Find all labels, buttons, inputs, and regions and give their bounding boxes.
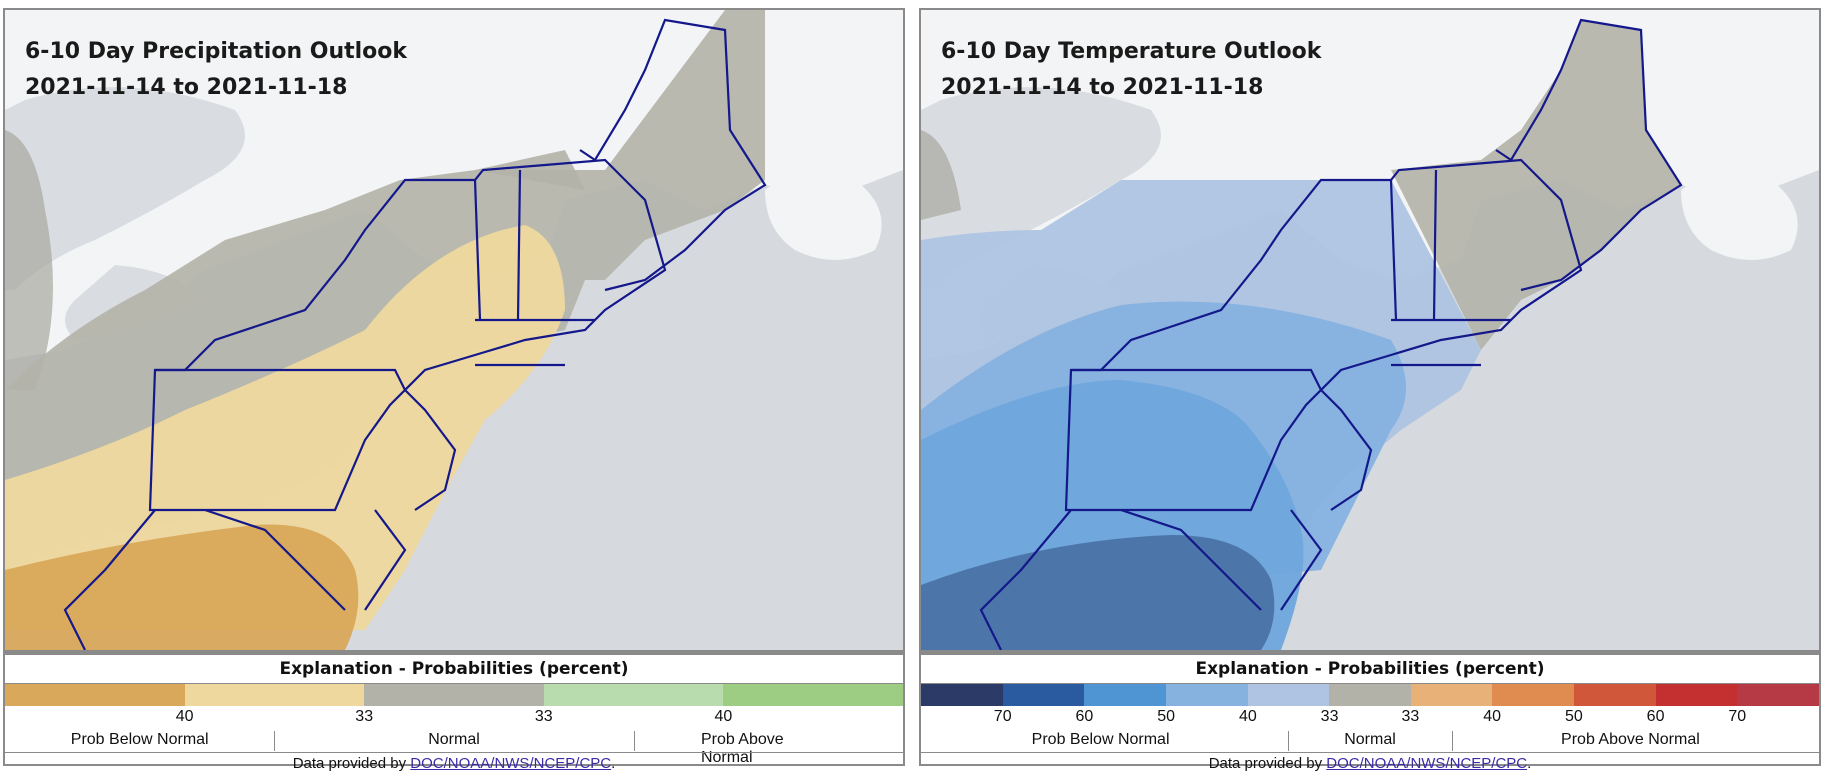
legend-divider: [633, 731, 635, 751]
legend-title: Explanation - Probabilities (percent): [5, 655, 903, 684]
normal-region-west: [921, 130, 961, 220]
precipitation-legend: Explanation - Probabilities (percent) 40…: [5, 655, 903, 772]
legend-category-above: Prob Above Normal: [1561, 731, 1700, 748]
legend-category-above: Prob Above Normal: [700, 731, 784, 766]
legend-divider: [1451, 731, 1453, 751]
legend-swatch: [723, 684, 903, 706]
legend-swatch: [5, 684, 185, 706]
temperature-outlook-panel: 6-10 Day Temperature Outlook 2021-11-14 …: [919, 8, 1821, 772]
below-33-region: [5, 225, 565, 630]
legend-category-below: Prob Below Normal: [70, 731, 209, 748]
precipitation-map: [5, 10, 903, 650]
legend-swatch: [1574, 684, 1656, 706]
legend-swatch: [1329, 684, 1411, 706]
credit-suffix: .: [611, 755, 616, 772]
legend-tick: 60: [1646, 708, 1665, 725]
legend-tick: 40: [714, 708, 733, 725]
legend-tick: 33: [1320, 708, 1339, 725]
data-credit: Data provided by DOC/NOAA/NWS/NCEP/CPC.: [5, 752, 903, 775]
outlook-date-range: 2021-11-14 to 2021-11-18: [941, 75, 1264, 100]
legend-tick: 70: [1728, 708, 1747, 725]
legend-swatch: [1002, 684, 1085, 706]
legend-color-bar: [5, 684, 903, 706]
legend-tick: 70: [993, 708, 1012, 725]
precipitation-map-svg: [5, 10, 903, 650]
legend-category-below: Prob Below Normal: [1031, 731, 1170, 748]
temperature-map-svg: [921, 10, 1819, 650]
legend-title: Explanation - Probabilities (percent): [921, 655, 1819, 684]
legend-divider: [274, 731, 276, 751]
legend-divider: [1288, 731, 1290, 751]
below-60-region: [921, 535, 1275, 650]
legend-color-bar: [921, 684, 1820, 706]
credit-prefix: Data provided by: [1208, 755, 1327, 772]
legend-swatch: [543, 684, 724, 706]
legend-category-normal: Normal: [1344, 731, 1396, 748]
legend-tick: 33: [355, 708, 374, 725]
legend-swatch: [364, 684, 544, 706]
legend-categories: Prob Below Normal Normal Prob Above Norm…: [5, 731, 903, 766]
legend-tick: 40: [1483, 708, 1502, 725]
state-borders: [63, 18, 767, 650]
legend-swatch: [1247, 684, 1330, 706]
land-nova-scotia: [765, 172, 882, 260]
legend-swatch: [1492, 684, 1575, 706]
legend-tick: 50: [1157, 708, 1176, 725]
legend-separator: [5, 650, 903, 655]
legend-swatch: [184, 684, 365, 706]
legend-swatch: [1737, 684, 1820, 706]
legend-categories: Prob Below Normal Normal Prob Above Norm…: [921, 731, 1819, 751]
legend-tick: 33: [534, 708, 553, 725]
normal-region-west: [5, 130, 53, 390]
legend-swatch: [1655, 684, 1738, 706]
legend-tick: 33: [1401, 708, 1420, 725]
normal-region-maine: [475, 10, 765, 280]
legend-swatch: [1084, 684, 1166, 706]
credit-link[interactable]: DOC/NOAA/NWS/NCEP/CPC: [410, 755, 612, 772]
legend-separator: [921, 650, 1819, 655]
legend-category-normal: Normal: [428, 731, 480, 748]
legend-swatch: [921, 684, 1003, 706]
temperature-map: [921, 10, 1819, 650]
legend-ticks: 40 33 33 40: [5, 708, 903, 730]
outlook-title: 6-10 Day Precipitation Outlook: [25, 39, 408, 64]
credit-suffix: .: [1527, 755, 1532, 772]
legend-ticks: 70 60 50 40 33 33 40 50 60 70: [921, 708, 1819, 730]
land-nova-scotia: [1681, 172, 1798, 260]
precipitation-outlook-panel: 6-10 Day Precipitation Outlook 2021-11-1…: [3, 8, 905, 772]
normal-region-maine: [1391, 20, 1681, 350]
legend-tick: 40: [1238, 708, 1257, 725]
legend-tick: 60: [1075, 708, 1094, 725]
credit-link[interactable]: DOC/NOAA/NWS/NCEP/CPC: [1326, 755, 1528, 772]
state-borders: [979, 18, 1683, 650]
legend-tick: 50: [1564, 708, 1583, 725]
map-title: 6-10 Day Precipitation Outlook 2021-11-1…: [25, 34, 407, 106]
temperature-legend: Explanation - Probabilities (percent) 70…: [921, 655, 1820, 772]
legend-swatch: [1165, 684, 1248, 706]
map-title: 6-10 Day Temperature Outlook 2021-11-14 …: [941, 34, 1321, 106]
great-lakes: [5, 87, 245, 290]
legend-tick: 40: [175, 708, 194, 725]
outlook-date-range: 2021-11-14 to 2021-11-18: [25, 75, 348, 100]
legend-swatch: [1410, 684, 1493, 706]
credit-prefix: Data provided by: [292, 755, 411, 772]
below-40-region: [5, 524, 359, 650]
data-credit: Data provided by DOC/NOAA/NWS/NCEP/CPC.: [921, 752, 1819, 775]
outlook-title: 6-10 Day Temperature Outlook: [941, 39, 1322, 64]
